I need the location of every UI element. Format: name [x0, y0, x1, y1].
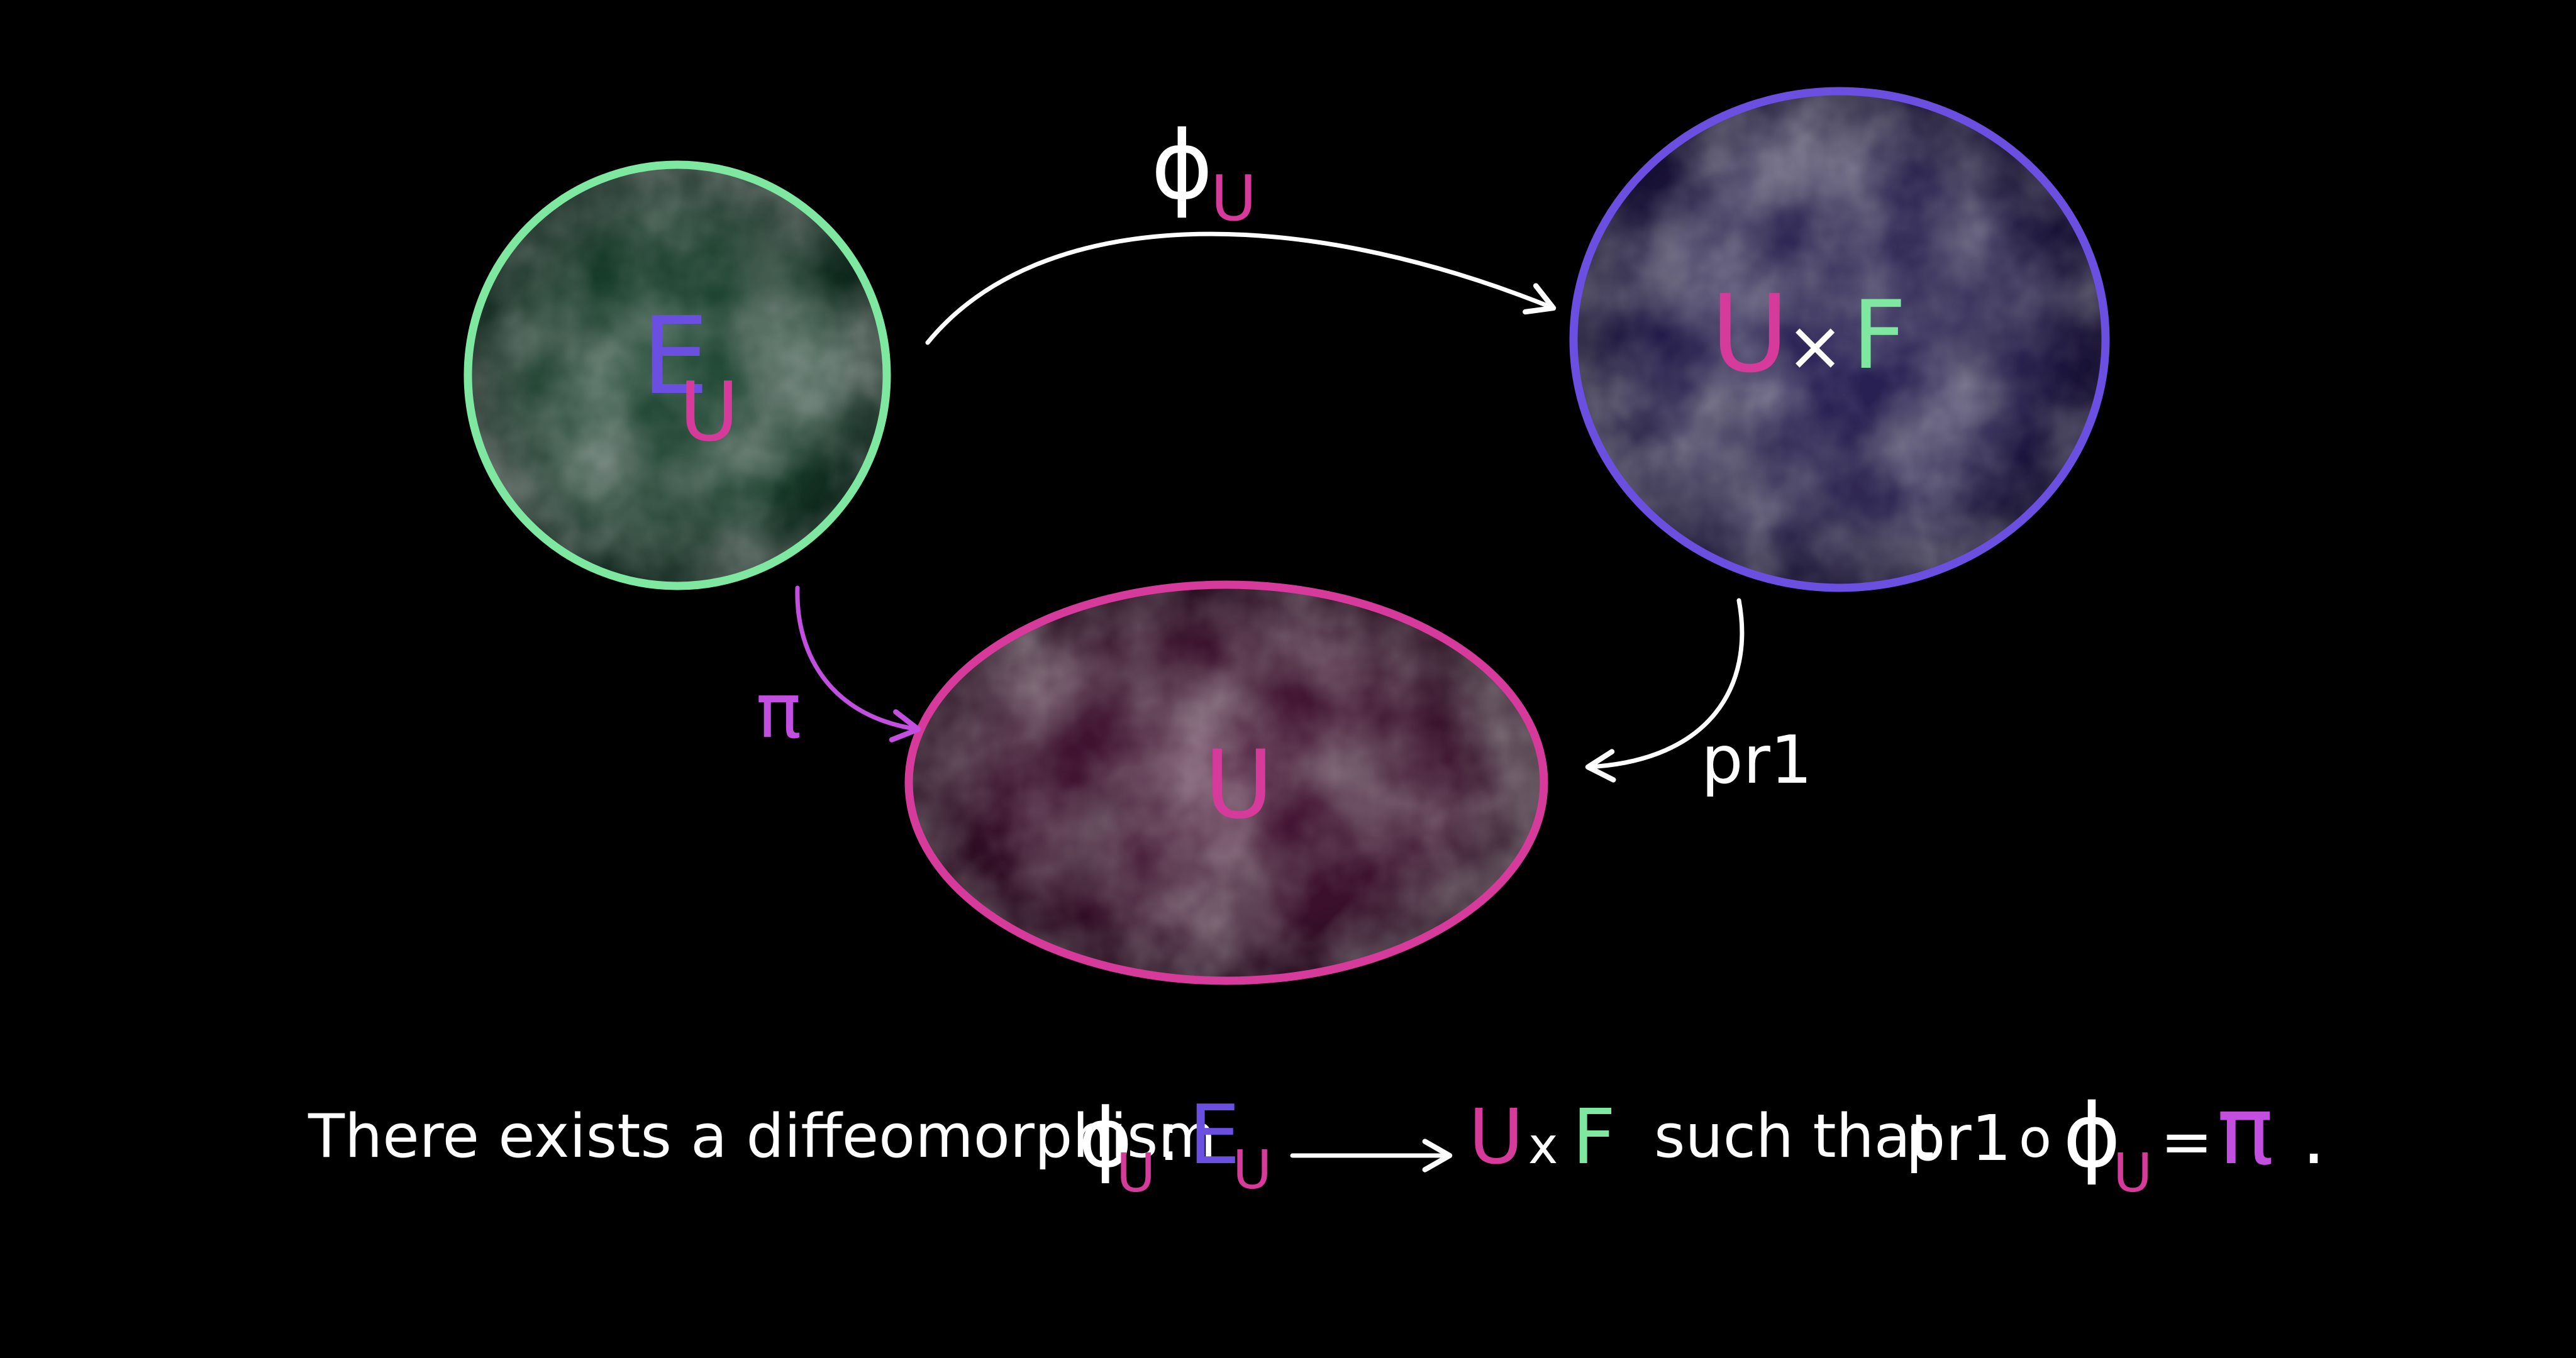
caption-such-that: such that: [1654, 1102, 1934, 1171]
pi-arrow: π: [756, 585, 921, 755]
pr1-arrow-line: [1585, 598, 1745, 783]
product-space-label-U: U: [1711, 272, 1789, 397]
caption-U: U: [1468, 1094, 1524, 1181]
caption-pr1: pr1: [1906, 1101, 2011, 1175]
caption-colon: :: [1157, 1096, 1180, 1176]
product-space-label-times: ×: [1786, 306, 1844, 386]
caption-pi: π: [2217, 1076, 2273, 1186]
caption-E: E: [1189, 1087, 1240, 1183]
caption-lead: There exists a diffeomorphism: [308, 1102, 1216, 1171]
caption-phi2-sub: U: [2113, 1142, 2152, 1205]
caption: There exists a diffeomorphism ϕ U : E U …: [308, 1076, 2326, 1205]
caption-times: x: [1528, 1117, 1558, 1175]
pi-arrow-label: π: [756, 668, 801, 755]
product-space-outline: [1569, 87, 2110, 592]
total-space-label-sub: U: [679, 364, 739, 460]
caption-period: .: [2302, 1094, 2326, 1181]
pr1-arrow: pr1: [1585, 598, 1813, 798]
product-space-node: U × F: [1569, 87, 2110, 592]
caption-phi: ϕ: [1079, 1090, 1133, 1186]
product-space-label-F: F: [1852, 281, 1906, 390]
total-space-outline: [464, 160, 891, 590]
base-space-label: U: [1204, 731, 1274, 840]
total-space-label-E: E: [641, 294, 709, 419]
caption-equals: =: [2160, 1105, 2213, 1178]
pr1-arrow-label: pr1: [1701, 722, 1813, 798]
pi-arrow-line: [795, 585, 921, 742]
caption-phi2: ϕ: [2063, 1085, 2121, 1188]
base-space-node: U: [904, 580, 1548, 985]
phi-arrow: ϕ U: [925, 111, 1557, 345]
phi-arrow-label: ϕ: [1151, 111, 1213, 221]
caption-E-sub: U: [1233, 1139, 1272, 1201]
caption-compose: o: [2019, 1108, 2051, 1170]
base-space-outline: [904, 580, 1548, 985]
caption-phi-sub: U: [1116, 1142, 1155, 1205]
phi-arrow-line: [925, 231, 1557, 345]
caption-F: F: [1572, 1094, 1616, 1181]
total-space-node: E U: [464, 160, 891, 590]
phi-arrow-label-sub: U: [1211, 162, 1257, 235]
